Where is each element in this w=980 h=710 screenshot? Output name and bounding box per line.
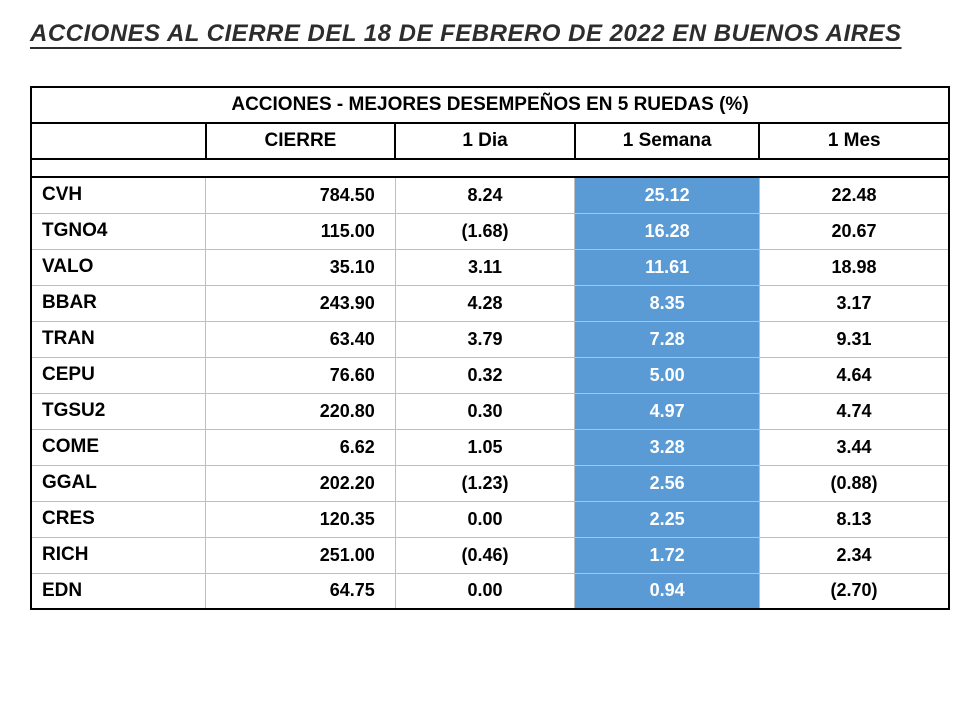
dia-cell: 1.05 <box>395 429 575 465</box>
dia-cell: 0.30 <box>395 393 575 429</box>
dia-cell: 3.11 <box>395 249 575 285</box>
ticker-cell: CRES <box>31 501 206 537</box>
ticker-cell: CEPU <box>31 357 206 393</box>
dia-cell: 0.32 <box>395 357 575 393</box>
table-row: CVH784.508.2425.1222.48 <box>31 177 949 213</box>
mes-cell: 4.74 <box>759 393 949 429</box>
table-header-row: CIERRE 1 Dia 1 Semana 1 Mes <box>31 123 949 159</box>
table-row: TRAN63.403.797.289.31 <box>31 321 949 357</box>
dia-cell: 3.79 <box>395 321 575 357</box>
col-header-ticker <box>31 123 206 159</box>
semana-cell: 1.72 <box>575 537 760 573</box>
mes-cell: 22.48 <box>759 177 949 213</box>
dia-cell: (1.23) <box>395 465 575 501</box>
cierre-cell: 120.35 <box>206 501 396 537</box>
cierre-cell: 64.75 <box>206 573 396 609</box>
table-row: EDN64.750.000.94(2.70) <box>31 573 949 609</box>
dia-cell: 0.00 <box>395 501 575 537</box>
page-title: ACCIONES AL CIERRE DEL 18 DE FEBRERO DE … <box>30 20 950 48</box>
mes-cell: 4.64 <box>759 357 949 393</box>
mes-cell: 18.98 <box>759 249 949 285</box>
semana-cell: 2.56 <box>575 465 760 501</box>
table-row: VALO35.103.1111.6118.98 <box>31 249 949 285</box>
ticker-cell: VALO <box>31 249 206 285</box>
ticker-cell: EDN <box>31 573 206 609</box>
table-row: TGNO4115.00(1.68)16.2820.67 <box>31 213 949 249</box>
semana-cell: 2.25 <box>575 501 760 537</box>
col-header-semana: 1 Semana <box>575 123 760 159</box>
ticker-cell: CVH <box>31 177 206 213</box>
cierre-cell: 202.20 <box>206 465 396 501</box>
table-row: BBAR243.904.288.353.17 <box>31 285 949 321</box>
ticker-cell: COME <box>31 429 206 465</box>
ticker-cell: BBAR <box>31 285 206 321</box>
mes-cell: 9.31 <box>759 321 949 357</box>
semana-cell: 25.12 <box>575 177 760 213</box>
table-title-row: ACCIONES - MEJORES DESEMPEÑOS EN 5 RUEDA… <box>31 87 949 123</box>
cierre-cell: 251.00 <box>206 537 396 573</box>
table-title: ACCIONES - MEJORES DESEMPEÑOS EN 5 RUEDA… <box>31 87 949 123</box>
mes-cell: 2.34 <box>759 537 949 573</box>
ticker-cell: TGNO4 <box>31 213 206 249</box>
ticker-cell: RICH <box>31 537 206 573</box>
cierre-cell: 115.00 <box>206 213 396 249</box>
dia-cell: 0.00 <box>395 573 575 609</box>
mes-cell: 3.17 <box>759 285 949 321</box>
col-header-cierre: CIERRE <box>206 123 396 159</box>
cierre-cell: 35.10 <box>206 249 396 285</box>
cierre-cell: 243.90 <box>206 285 396 321</box>
mes-cell: (0.88) <box>759 465 949 501</box>
col-header-mes: 1 Mes <box>759 123 949 159</box>
dia-cell: (0.46) <box>395 537 575 573</box>
semana-cell: 7.28 <box>575 321 760 357</box>
mes-cell: 20.67 <box>759 213 949 249</box>
ticker-cell: TGSU2 <box>31 393 206 429</box>
cierre-cell: 76.60 <box>206 357 396 393</box>
mes-cell: 8.13 <box>759 501 949 537</box>
semana-cell: 4.97 <box>575 393 760 429</box>
semana-cell: 0.94 <box>575 573 760 609</box>
mes-cell: 3.44 <box>759 429 949 465</box>
col-header-dia: 1 Dia <box>395 123 575 159</box>
ticker-cell: TRAN <box>31 321 206 357</box>
semana-cell: 8.35 <box>575 285 760 321</box>
dia-cell: 8.24 <box>395 177 575 213</box>
spacer-row <box>31 159 949 177</box>
table-row: RICH251.00(0.46)1.722.34 <box>31 537 949 573</box>
cierre-cell: 220.80 <box>206 393 396 429</box>
semana-cell: 3.28 <box>575 429 760 465</box>
mes-cell: (2.70) <box>759 573 949 609</box>
table-row: CEPU76.600.325.004.64 <box>31 357 949 393</box>
table-row: GGAL202.20(1.23)2.56(0.88) <box>31 465 949 501</box>
cierre-cell: 63.40 <box>206 321 396 357</box>
ticker-cell: GGAL <box>31 465 206 501</box>
semana-cell: 16.28 <box>575 213 760 249</box>
table-row: TGSU2220.800.304.974.74 <box>31 393 949 429</box>
table-row: CRES120.350.002.258.13 <box>31 501 949 537</box>
stock-performance-table: ACCIONES - MEJORES DESEMPEÑOS EN 5 RUEDA… <box>30 86 950 610</box>
table-row: COME6.621.053.283.44 <box>31 429 949 465</box>
dia-cell: 4.28 <box>395 285 575 321</box>
semana-cell: 11.61 <box>575 249 760 285</box>
dia-cell: (1.68) <box>395 213 575 249</box>
semana-cell: 5.00 <box>575 357 760 393</box>
cierre-cell: 6.62 <box>206 429 396 465</box>
cierre-cell: 784.50 <box>206 177 396 213</box>
